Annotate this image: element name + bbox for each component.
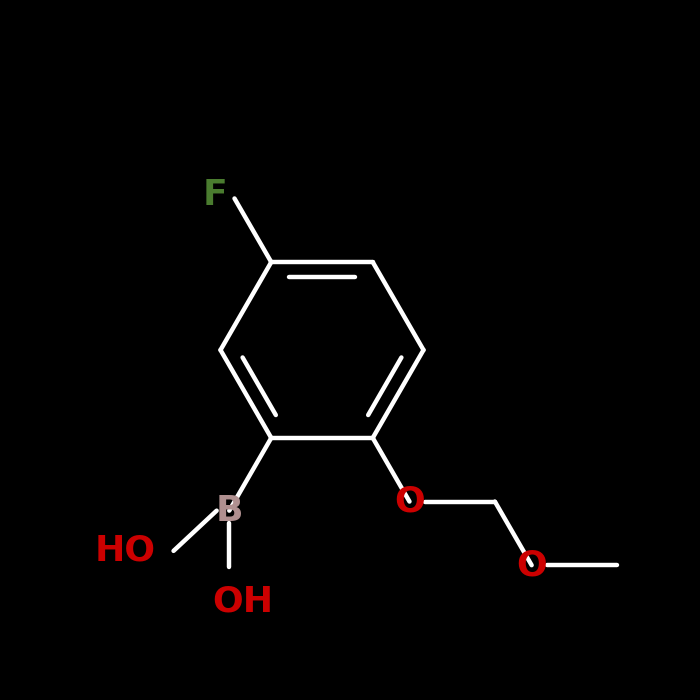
Text: O: O xyxy=(517,548,547,582)
Text: B: B xyxy=(216,494,243,528)
Text: HO: HO xyxy=(95,534,156,568)
Text: O: O xyxy=(394,484,425,519)
Text: F: F xyxy=(203,178,228,212)
Text: OH: OH xyxy=(213,584,274,618)
